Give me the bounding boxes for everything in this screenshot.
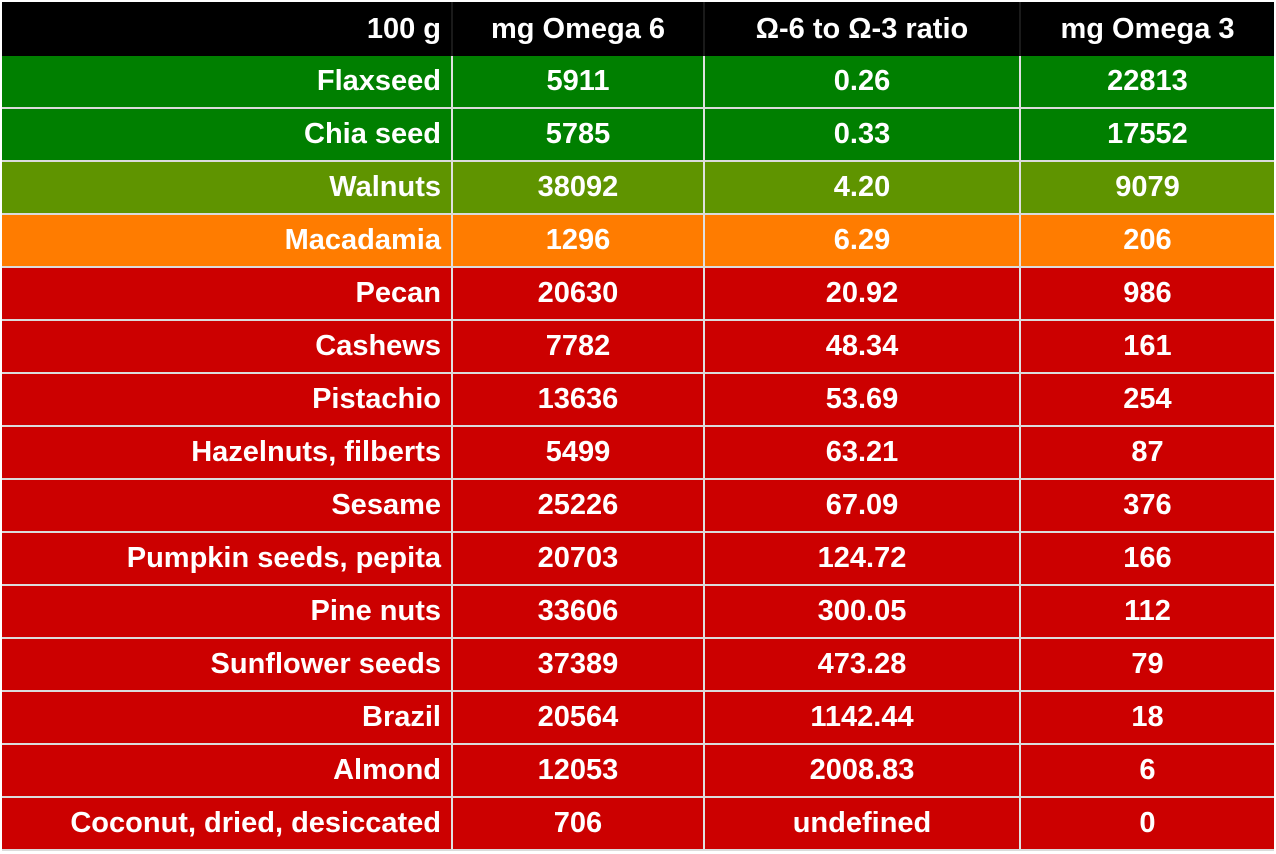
omega3-cell: 22813 [1019,56,1274,109]
omega6-cell: 7782 [451,320,704,374]
table-row: Brazil 20564 1142.44 18 [2,691,1274,745]
omega3-cell: 161 [1019,320,1274,374]
table-row: Coconut, dried, desiccated 706 undefined 0 [2,797,1274,851]
food-cell: Almond [2,744,452,798]
omega3-cell: 206 [1019,214,1274,268]
omega6-cell: 20630 [451,267,704,321]
omega3-cell: 9079 [1019,161,1274,215]
header-ratio: Ω-6 to Ω-3 ratio [703,2,1020,56]
ratio-cell: 1142.44 [703,691,1020,745]
omega3-cell: 87 [1019,426,1274,480]
food-cell: Macadamia [2,214,452,268]
food-cell: Walnuts [2,161,452,215]
food-cell: Flaxseed [2,56,452,109]
ratio-cell: 0.33 [703,108,1020,162]
food-cell: Chia seed [2,108,452,162]
omega6-cell: 38092 [451,161,704,215]
omega6-cell: 20703 [451,532,704,586]
food-cell: Pecan [2,267,452,321]
table-row: Sunflower seeds 37389 473.28 79 [2,638,1274,692]
food-cell: Cashews [2,320,452,374]
omega3-cell: 18 [1019,691,1274,745]
omega3-cell: 17552 [1019,108,1274,162]
ratio-cell: 48.34 [703,320,1020,374]
table-row: Pumpkin seeds, pepita 20703 124.72 166 [2,532,1274,586]
table-row: Hazelnuts, filberts 5499 63.21 87 [2,426,1274,480]
omega3-cell: 254 [1019,373,1274,427]
food-cell: Sunflower seeds [2,638,452,692]
food-cell: Brazil [2,691,452,745]
header-omega3: mg Omega 3 [1019,2,1274,56]
omega3-cell: 112 [1019,585,1274,639]
ratio-cell: 63.21 [703,426,1020,480]
ratio-cell: 2008.83 [703,744,1020,798]
header-omega6: mg Omega 6 [451,2,704,56]
omega3-cell: 0 [1019,797,1274,851]
omega3-cell: 166 [1019,532,1274,586]
ratio-cell: 53.69 [703,373,1020,427]
header-row: 100 g mg Omega 6 Ω-6 to Ω-3 ratio mg Ome… [2,2,1274,56]
omega6-cell: 13636 [451,373,704,427]
table-row: Pine nuts 33606 300.05 112 [2,585,1274,639]
omega6-cell: 37389 [451,638,704,692]
table-header: 100 g mg Omega 6 Ω-6 to Ω-3 ratio mg Ome… [2,2,1274,56]
ratio-cell: 124.72 [703,532,1020,586]
omega6-cell: 5499 [451,426,704,480]
ratio-cell: 67.09 [703,479,1020,533]
table-body: Flaxseed 5911 0.26 22813 Chia seed 5785 0.33 17… [2,56,1274,851]
omega3-cell: 79 [1019,638,1274,692]
ratio-cell: 473.28 [703,638,1020,692]
table-row: Cashews 7782 48.34 161 [2,320,1274,374]
table-row: Pistachio 13636 53.69 254 [2,373,1274,427]
omega6-cell: 12053 [451,744,704,798]
omega6-cell: 5911 [451,56,704,109]
ratio-cell: 0.26 [703,56,1020,109]
ratio-cell: 20.92 [703,267,1020,321]
omega6-cell: 706 [451,797,704,851]
table-row: Pecan 20630 20.92 986 [2,267,1274,321]
food-cell: Sesame [2,479,452,533]
header-food: 100 g [2,2,452,56]
omega6-cell: 1296 [451,214,704,268]
food-cell: Pistachio [2,373,452,427]
ratio-cell: 300.05 [703,585,1020,639]
ratio-cell: undefined [703,797,1020,851]
omega3-cell: 986 [1019,267,1274,321]
omega6-cell: 25226 [451,479,704,533]
table-row: Walnuts 38092 4.20 9079 [2,161,1274,215]
table-row: Flaxseed 5911 0.26 22813 [2,56,1274,109]
omega3-cell: 376 [1019,479,1274,533]
food-cell: Pine nuts [2,585,452,639]
food-cell: Hazelnuts, filberts [2,426,452,480]
table-row: Chia seed 5785 0.33 17552 [2,108,1274,162]
table-row: Macadamia 1296 6.29 206 [2,214,1274,268]
omega3-cell: 6 [1019,744,1274,798]
ratio-cell: 4.20 [703,161,1020,215]
food-cell: Pumpkin seeds, pepita [2,532,452,586]
omega6-cell: 20564 [451,691,704,745]
omega6-cell: 5785 [451,108,704,162]
food-cell: Coconut, dried, desiccated [2,797,452,851]
table-row: Almond 12053 2008.83 6 [2,744,1274,798]
omega6-cell: 33606 [451,585,704,639]
table-row: Sesame 25226 67.09 376 [2,479,1274,533]
ratio-cell: 6.29 [703,214,1020,268]
